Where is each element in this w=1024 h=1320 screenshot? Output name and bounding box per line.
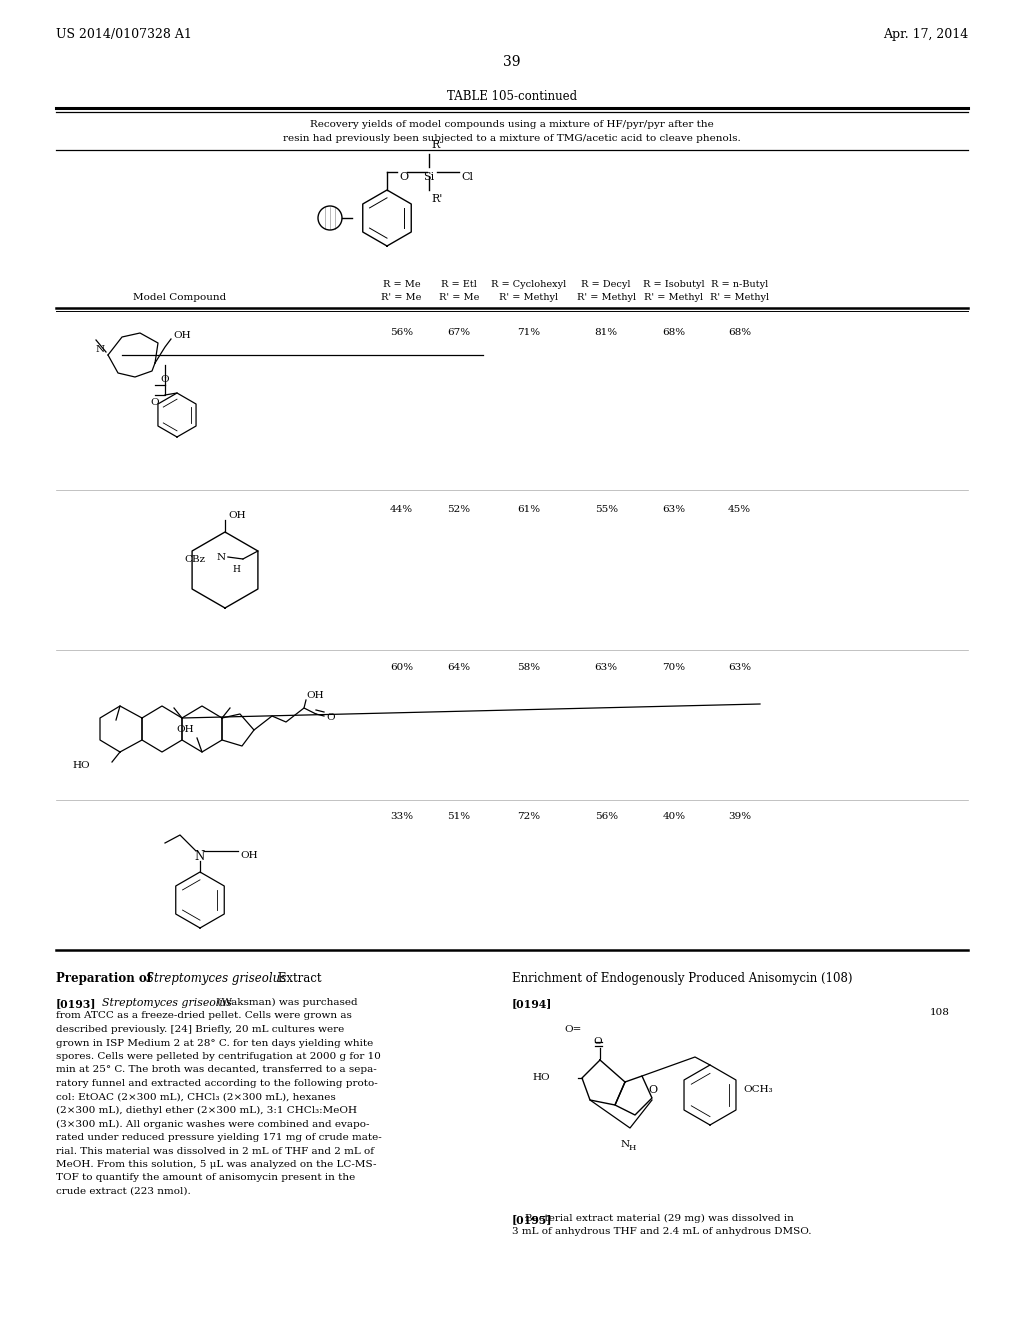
Text: 108: 108 <box>930 1008 950 1016</box>
Text: H: H <box>232 565 240 574</box>
Text: O: O <box>151 399 160 407</box>
Text: R' = Me: R' = Me <box>438 293 479 302</box>
Text: O: O <box>399 172 409 182</box>
Text: O=: O= <box>564 1026 582 1035</box>
Text: 61%: 61% <box>517 506 540 513</box>
Text: 63%: 63% <box>728 663 751 672</box>
Text: 58%: 58% <box>517 663 540 672</box>
Circle shape <box>318 206 342 230</box>
Text: OH: OH <box>306 690 324 700</box>
Text: R: R <box>431 140 439 150</box>
Text: [0194]: [0194] <box>512 998 552 1008</box>
Text: US 2014/0107328 A1: US 2014/0107328 A1 <box>56 28 191 41</box>
Text: OCH₃: OCH₃ <box>743 1085 773 1094</box>
Text: from ATCC as a freeze-dried pellet. Cells were grown as: from ATCC as a freeze-dried pellet. Cell… <box>56 1011 352 1020</box>
Text: Preparation of: Preparation of <box>56 972 156 985</box>
Text: [0193]: [0193] <box>56 998 96 1008</box>
Text: 39%: 39% <box>728 812 751 821</box>
Text: Bacterial extract material (29 mg) was dissolved in: Bacterial extract material (29 mg) was d… <box>512 1214 794 1224</box>
Text: HO: HO <box>532 1073 550 1082</box>
Text: R' = Methyl: R' = Methyl <box>710 293 769 302</box>
Text: 45%: 45% <box>728 506 751 513</box>
Text: 55%: 55% <box>595 506 617 513</box>
Text: N: N <box>195 850 205 863</box>
Text: 33%: 33% <box>390 812 413 821</box>
Text: 39: 39 <box>503 55 521 69</box>
Text: 63%: 63% <box>595 663 617 672</box>
Text: R' = Me: R' = Me <box>381 293 422 302</box>
Text: O: O <box>326 714 335 722</box>
Text: Recovery yields of model compounds using a mixture of HF/pyr/pyr after the: Recovery yields of model compounds using… <box>310 120 714 129</box>
Text: Streptomyces griseolus: Streptomyces griseolus <box>146 972 287 985</box>
Text: N: N <box>217 553 226 561</box>
Text: R = Decyl: R = Decyl <box>582 280 631 289</box>
Text: R' = Methyl: R' = Methyl <box>644 293 703 302</box>
Text: crude extract (223 nmol).: crude extract (223 nmol). <box>56 1187 190 1196</box>
Text: Enrichment of Endogenously Produced Anisomycin (108): Enrichment of Endogenously Produced Anis… <box>512 972 853 985</box>
Text: MeOH. From this solution, 5 μL was analyzed on the LC-MS-: MeOH. From this solution, 5 μL was analy… <box>56 1160 377 1170</box>
Text: Extract: Extract <box>274 972 322 985</box>
Text: Streptomyces griseolus: Streptomyces griseolus <box>102 998 231 1008</box>
Text: TOF to quantify the amount of anisomycin present in the: TOF to quantify the amount of anisomycin… <box>56 1173 355 1183</box>
Text: 68%: 68% <box>728 327 751 337</box>
Text: R': R' <box>431 194 442 205</box>
Text: N: N <box>621 1140 630 1148</box>
Text: (Waksman) was purchased: (Waksman) was purchased <box>214 998 357 1007</box>
Text: O: O <box>594 1038 602 1047</box>
Text: OH: OH <box>176 725 194 734</box>
Text: Si: Si <box>423 172 434 182</box>
Text: 72%: 72% <box>517 812 540 821</box>
Text: grown in ISP Medium 2 at 28° C. for ten days yielding white: grown in ISP Medium 2 at 28° C. for ten … <box>56 1039 374 1048</box>
Text: 67%: 67% <box>447 327 470 337</box>
Text: 70%: 70% <box>663 663 685 672</box>
Text: (2×300 mL), diethyl ether (2×300 mL), 3:1 CHCl₃:MeOH: (2×300 mL), diethyl ether (2×300 mL), 3:… <box>56 1106 357 1115</box>
Text: H: H <box>629 1144 636 1152</box>
Text: HO: HO <box>73 762 90 771</box>
Text: TABLE 105-continued: TABLE 105-continued <box>446 90 578 103</box>
Text: rated under reduced pressure yielding 171 mg of crude mate-: rated under reduced pressure yielding 17… <box>56 1133 382 1142</box>
Text: OH: OH <box>173 330 190 339</box>
Text: 60%: 60% <box>390 663 413 672</box>
Text: N: N <box>96 346 105 355</box>
Text: 68%: 68% <box>663 327 685 337</box>
Text: 44%: 44% <box>390 506 413 513</box>
Text: 40%: 40% <box>663 812 685 821</box>
Text: [0195]: [0195] <box>512 1214 553 1225</box>
Text: described previously. [24] Briefly, 20 mL cultures were: described previously. [24] Briefly, 20 m… <box>56 1026 344 1034</box>
Text: R' = Methyl: R' = Methyl <box>499 293 558 302</box>
Text: 81%: 81% <box>595 327 617 337</box>
Text: R = Cyclohexyl: R = Cyclohexyl <box>490 280 566 289</box>
Text: CBz: CBz <box>184 554 206 564</box>
Text: 52%: 52% <box>447 506 470 513</box>
Text: R = Me: R = Me <box>383 280 420 289</box>
Text: 51%: 51% <box>447 812 470 821</box>
Text: R' = Methyl: R' = Methyl <box>577 293 636 302</box>
Text: col: EtOAC (2×300 mL), CHCl₃ (2×300 mL), hexanes: col: EtOAC (2×300 mL), CHCl₃ (2×300 mL),… <box>56 1093 336 1101</box>
Text: R = Isobutyl: R = Isobutyl <box>643 280 705 289</box>
Text: O: O <box>648 1085 657 1096</box>
Text: ratory funnel and extracted according to the following proto-: ratory funnel and extracted according to… <box>56 1078 378 1088</box>
Text: (3×300 mL). All organic washes were combined and evapo-: (3×300 mL). All organic washes were comb… <box>56 1119 370 1129</box>
Text: min at 25° C. The broth was decanted, transferred to a sepa-: min at 25° C. The broth was decanted, tr… <box>56 1065 377 1074</box>
Text: Model Compound: Model Compound <box>133 293 226 302</box>
Text: 71%: 71% <box>517 327 540 337</box>
Text: resin had previously been subjected to a mixture of TMG/acetic acid to cleave ph: resin had previously been subjected to a… <box>283 135 741 143</box>
Text: O: O <box>161 375 169 384</box>
Text: 63%: 63% <box>663 506 685 513</box>
Text: 56%: 56% <box>390 327 413 337</box>
Text: 64%: 64% <box>447 663 470 672</box>
Text: rial. This material was dissolved in 2 mL of THF and 2 mL of: rial. This material was dissolved in 2 m… <box>56 1147 374 1155</box>
Text: Cl: Cl <box>461 172 473 182</box>
Text: R = n-Butyl: R = n-Butyl <box>711 280 768 289</box>
Text: 3 mL of anhydrous THF and 2.4 mL of anhydrous DMSO.: 3 mL of anhydrous THF and 2.4 mL of anhy… <box>512 1228 811 1237</box>
Text: OH: OH <box>228 511 246 520</box>
Text: 56%: 56% <box>595 812 617 821</box>
Text: OH: OH <box>240 850 258 859</box>
Text: R = Etl: R = Etl <box>440 280 477 289</box>
Text: spores. Cells were pelleted by centrifugation at 2000 g for 10: spores. Cells were pelleted by centrifug… <box>56 1052 381 1061</box>
Text: Apr. 17, 2014: Apr. 17, 2014 <box>883 28 968 41</box>
